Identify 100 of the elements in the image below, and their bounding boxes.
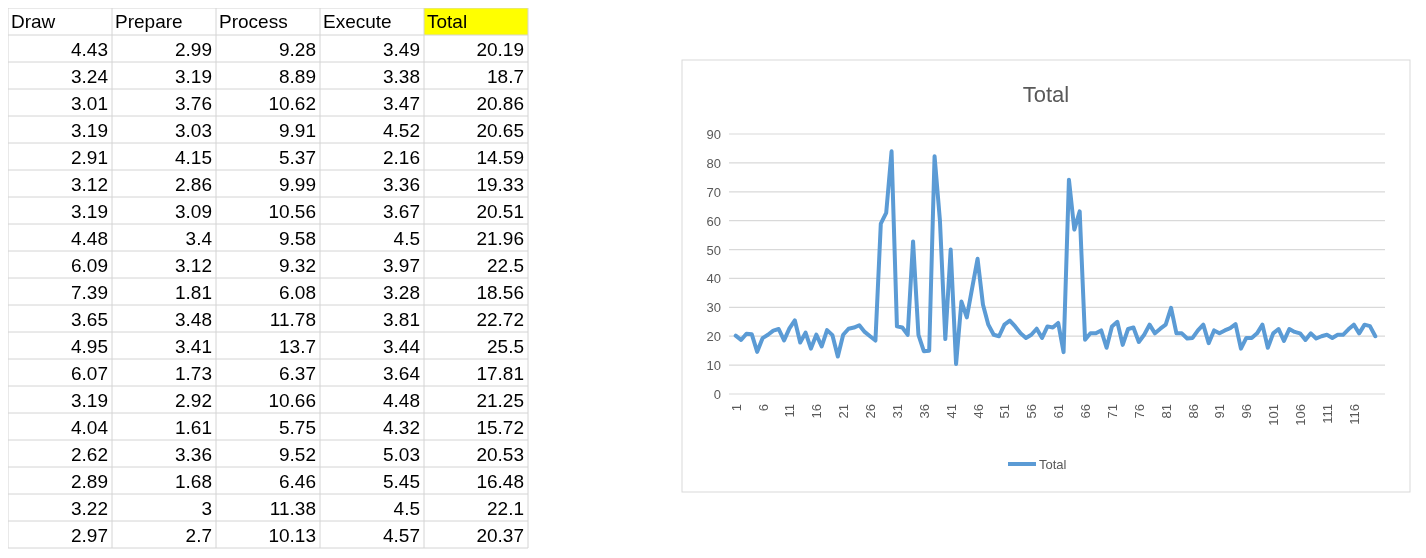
text: 6.07 (71, 363, 108, 384)
text: 9.91 (279, 120, 316, 141)
text: 3.36 (383, 174, 420, 195)
text: 3.24 (71, 66, 108, 87)
text: 22.72 (476, 309, 524, 330)
text: 5.45 (383, 471, 420, 492)
text: 2.62 (71, 444, 108, 465)
y-tick-label: 50 (706, 242, 721, 258)
text: 9.32 (279, 255, 316, 276)
text: 3.12 (71, 174, 108, 195)
text: 22.1 (487, 498, 524, 519)
text: 20.53 (476, 444, 524, 465)
text: 3.19 (71, 201, 108, 222)
x-tick-label: 111 (1319, 404, 1335, 424)
x-tick-label: 31 (889, 404, 905, 419)
text: 4.48 (71, 228, 108, 249)
text: 2.91 (71, 147, 108, 168)
x-tick-label: 61 (1051, 404, 1067, 419)
text: 3.01 (71, 93, 108, 114)
text: 9.52 (279, 444, 316, 465)
text: 2.7 (185, 525, 212, 546)
category-label: Execute (323, 11, 392, 32)
text: 3.28 (383, 282, 420, 303)
text: 18.7 (487, 66, 524, 87)
text: 4.57 (383, 525, 420, 546)
text: 20.37 (476, 525, 524, 546)
text: 4.48 (383, 390, 420, 411)
text: 5.03 (383, 444, 420, 465)
text: 3.38 (383, 66, 420, 87)
text: 3.76 (175, 93, 212, 114)
text: 3.36 (175, 444, 212, 465)
text: 16.48 (476, 471, 524, 492)
text: 8.89 (279, 66, 316, 87)
text: 3.19 (175, 66, 212, 87)
text: 14.59 (476, 147, 524, 168)
text: 3.49 (383, 39, 420, 60)
text: 20.51 (476, 201, 524, 222)
text: 4.15 (175, 147, 212, 168)
text: 3.48 (175, 309, 212, 330)
text: 3.41 (175, 336, 212, 357)
x-tick-label: 16 (809, 404, 825, 419)
text: 1.73 (175, 363, 212, 384)
text: 1.68 (175, 471, 212, 492)
x-tick-label: 11 (782, 404, 798, 418)
text: 25.5 (487, 336, 524, 357)
category-label: Process (219, 11, 288, 32)
text: 3.09 (175, 201, 212, 222)
text: 3.44 (383, 336, 420, 357)
text: 3.97 (383, 255, 420, 276)
text: 5.75 (279, 417, 316, 438)
text: 3.4 (185, 228, 212, 249)
y-tick-label: 80 (706, 155, 721, 171)
category-label: Total (427, 11, 468, 32)
x-tick-label: 76 (1131, 404, 1147, 419)
x-tick-label: 96 (1239, 404, 1255, 419)
text: 6.09 (71, 255, 108, 276)
x-tick-label: 71 (1104, 404, 1120, 419)
y-tick-label: 70 (706, 184, 721, 200)
x-tick-label: 26 (863, 404, 879, 419)
x-tick-label: 41 (943, 404, 959, 419)
chart-title: Total (1022, 82, 1070, 107)
text: 4.32 (383, 417, 420, 438)
text: 20.65 (476, 120, 524, 141)
text: 2.97 (71, 525, 108, 546)
text: 6.08 (279, 282, 316, 303)
y-tick-label: 60 (706, 213, 721, 229)
text: 3 (201, 498, 212, 519)
text: 3.22 (71, 498, 108, 519)
text: 11.78 (269, 309, 316, 330)
text: 2.99 (175, 39, 212, 60)
text: 1.81 (175, 282, 212, 303)
text: 10.13 (268, 525, 316, 546)
x-tick-label: 21 (836, 404, 852, 419)
text: 22.5 (487, 255, 524, 276)
text: 11.38 (269, 498, 316, 519)
legend-label: Total (1039, 457, 1067, 472)
text: 3.12 (175, 255, 212, 276)
text: 17.81 (476, 363, 524, 384)
x-tick-label: 106 (1293, 404, 1309, 426)
text: 4.95 (71, 336, 108, 357)
x-tick-label: 51 (997, 404, 1013, 419)
y-tick-label: 20 (706, 329, 721, 345)
text: 3.47 (383, 93, 420, 114)
x-tick-label: 46 (970, 404, 986, 419)
text: 2.86 (175, 174, 212, 195)
text: 10.66 (268, 390, 316, 411)
y-tick-label: 0 (713, 387, 721, 402)
text: 3.19 (71, 390, 108, 411)
line-series (733, 149, 1378, 366)
text: 20.86 (476, 93, 524, 114)
text: 7.39 (71, 282, 108, 303)
text: 3.64 (383, 363, 420, 384)
text: 9.99 (279, 174, 316, 195)
text: 10.56 (268, 201, 316, 222)
text: 2.16 (383, 147, 420, 168)
x-tick-label: 36 (916, 404, 932, 419)
text: 5.37 (279, 147, 316, 168)
y-tick-label: 10 (706, 358, 721, 374)
text: 2.92 (175, 390, 212, 411)
text: 3.03 (175, 120, 212, 141)
